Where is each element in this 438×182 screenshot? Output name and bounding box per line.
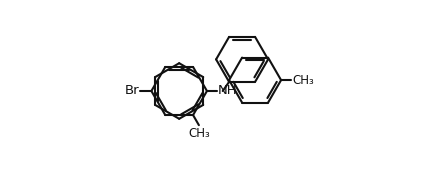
Text: Br: Br (124, 84, 139, 98)
Text: CH₃: CH₃ (291, 74, 313, 87)
Text: CH₃: CH₃ (188, 126, 210, 140)
Text: NH: NH (217, 84, 237, 97)
